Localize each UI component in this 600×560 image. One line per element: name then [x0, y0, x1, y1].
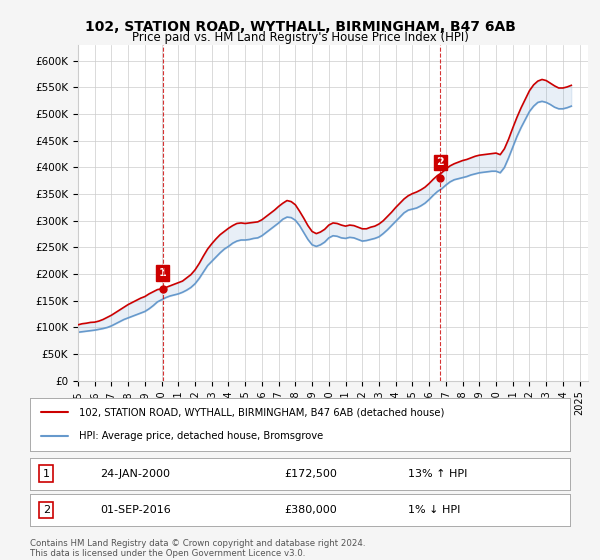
Text: 2: 2: [43, 505, 50, 515]
Text: 01-SEP-2016: 01-SEP-2016: [100, 505, 171, 515]
Text: 1: 1: [159, 268, 167, 278]
Text: £172,500: £172,500: [284, 469, 337, 479]
Text: 102, STATION ROAD, WYTHALL, BIRMINGHAM, B47 6AB (detached house): 102, STATION ROAD, WYTHALL, BIRMINGHAM, …: [79, 408, 444, 418]
Text: Price paid vs. HM Land Registry's House Price Index (HPI): Price paid vs. HM Land Registry's House …: [131, 31, 469, 44]
Text: 24-JAN-2000: 24-JAN-2000: [100, 469, 170, 479]
Text: 102, STATION ROAD, WYTHALL, BIRMINGHAM, B47 6AB: 102, STATION ROAD, WYTHALL, BIRMINGHAM, …: [85, 20, 515, 34]
Text: 1: 1: [43, 469, 50, 479]
Text: 13% ↑ HPI: 13% ↑ HPI: [408, 469, 467, 479]
Text: 1% ↓ HPI: 1% ↓ HPI: [408, 505, 460, 515]
Text: £380,000: £380,000: [284, 505, 337, 515]
Text: 2: 2: [436, 157, 444, 167]
Text: HPI: Average price, detached house, Bromsgrove: HPI: Average price, detached house, Brom…: [79, 431, 323, 441]
Text: Contains HM Land Registry data © Crown copyright and database right 2024.
This d: Contains HM Land Registry data © Crown c…: [30, 539, 365, 558]
